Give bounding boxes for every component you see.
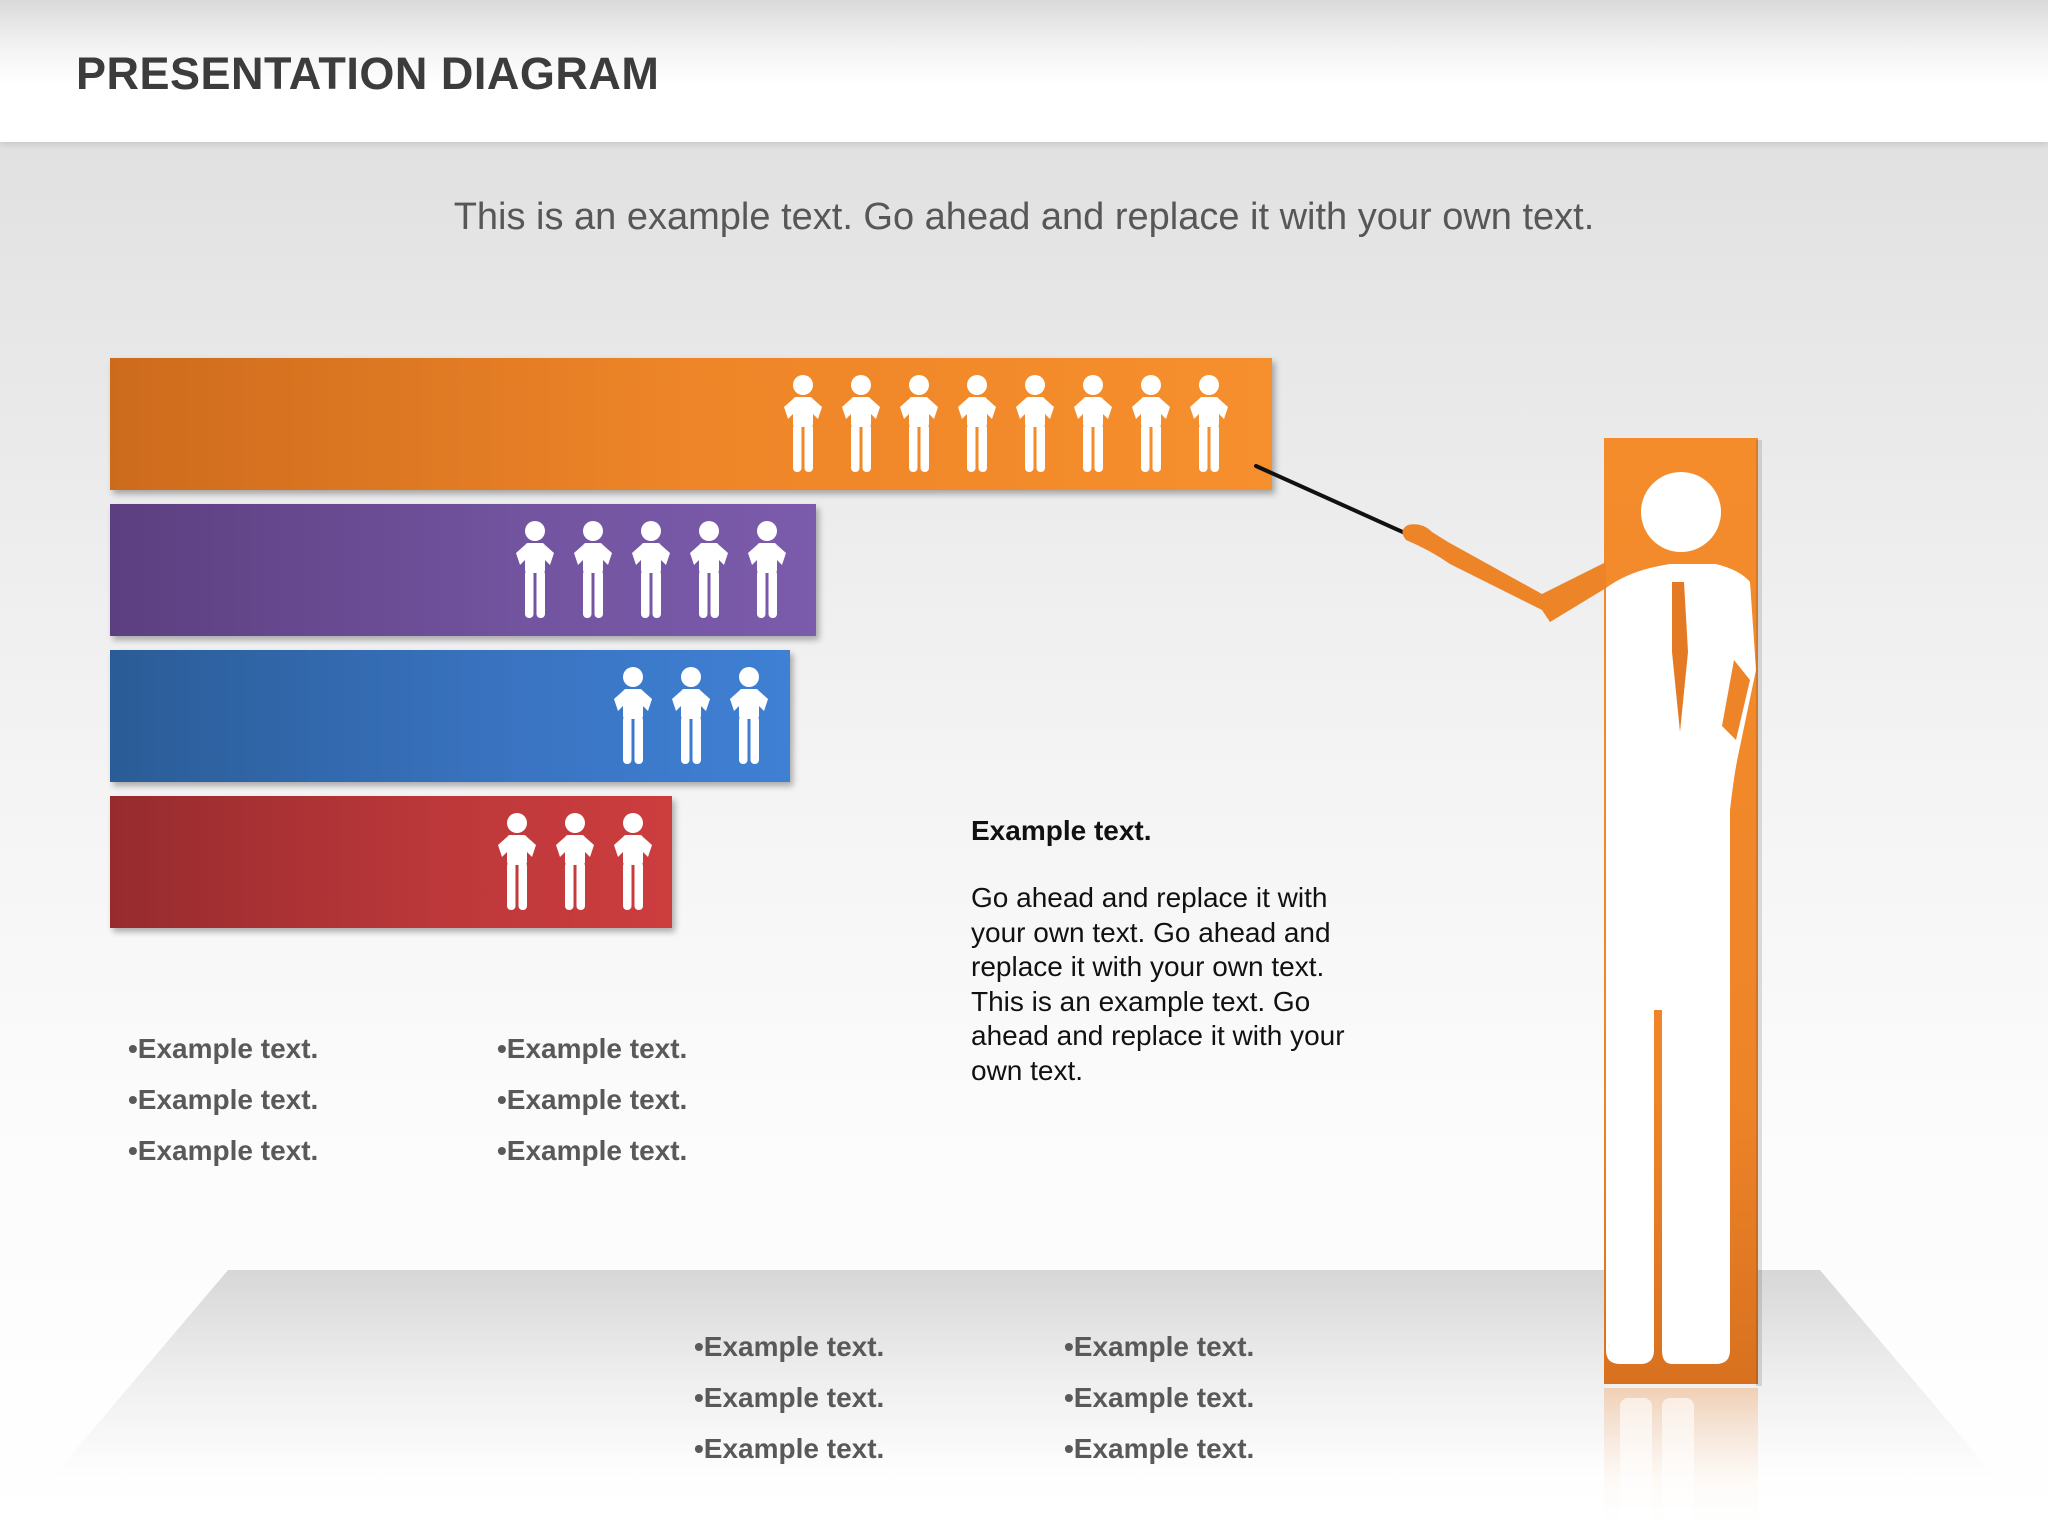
header: PRESENTATION DIAGRAM — [0, 0, 2048, 142]
person-icon — [774, 374, 832, 474]
bullet-list-mid: •Example text. •Example text. •Example t… — [497, 1032, 687, 1185]
person-icon — [832, 374, 890, 474]
presenter-arm — [1402, 524, 1606, 622]
presenter-head — [1641, 472, 1721, 552]
presenter-body — [1606, 564, 1756, 1364]
bullet-item: •Example text. — [694, 1331, 885, 1362]
bullet-list-left: •Example text. •Example text. •Example t… — [128, 1032, 318, 1185]
bullet-item: •Example text. — [1064, 1433, 1255, 1464]
bullet-list-floor-left: •Example text. •Example text. •Example t… — [694, 1330, 884, 1483]
bar-purple — [110, 504, 816, 636]
presenter-figure — [1254, 438, 1762, 1536]
bullet-item: •Example text. — [128, 1135, 319, 1166]
bullet-item: •Example text. — [128, 1033, 319, 1064]
person-icon — [488, 812, 546, 912]
page-title: PRESENTATION DIAGRAM — [76, 48, 660, 99]
person-icon — [948, 374, 1006, 474]
person-icon — [680, 520, 738, 620]
person-icon — [662, 666, 720, 766]
person-icon — [564, 520, 622, 620]
bullet-item: •Example text. — [694, 1433, 885, 1464]
person-icon — [1006, 374, 1064, 474]
description-block: Example text. Go ahead and replace it wi… — [971, 814, 1371, 1088]
bullet-item: •Example text. — [497, 1084, 688, 1115]
person-icon — [622, 520, 680, 620]
floor-plane — [50, 1270, 1998, 1480]
bar-orange — [110, 358, 1272, 490]
bullet-item: •Example text. — [128, 1084, 319, 1115]
bullet-item: •Example text. — [1064, 1331, 1255, 1362]
subtitle: This is an example text. Go ahead and re… — [453, 196, 1595, 238]
bullet-list-floor-right: •Example text. •Example text. •Example t… — [1064, 1330, 1254, 1483]
bullet-item: •Example text. — [694, 1382, 885, 1413]
person-icon — [738, 520, 796, 620]
person-icon — [546, 812, 604, 912]
person-icon — [890, 374, 948, 474]
person-icon — [1064, 374, 1122, 474]
person-icon — [720, 666, 778, 766]
person-icon — [604, 812, 662, 912]
description-body: Go ahead and replace it with your own te… — [971, 882, 1345, 1086]
person-icon — [1180, 374, 1238, 474]
person-icon — [604, 666, 662, 766]
pointer-stick — [1254, 464, 1418, 540]
bar-red — [110, 796, 672, 928]
bullet-item: •Example text. — [1064, 1382, 1255, 1413]
description-heading: Example text. — [971, 815, 1152, 846]
presenter-tie — [1672, 582, 1688, 732]
person-icon — [506, 520, 564, 620]
bullet-item: •Example text. — [497, 1033, 688, 1064]
bullet-item: •Example text. — [497, 1135, 688, 1166]
bar-blue — [110, 650, 790, 782]
person-icon — [1122, 374, 1180, 474]
